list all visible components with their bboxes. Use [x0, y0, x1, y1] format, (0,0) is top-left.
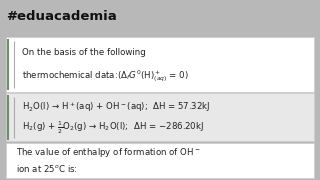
Text: #eduacademia: #eduacademia: [6, 10, 117, 23]
Text: H$_2$(g) + $\frac{1}{2}$O$_2$(g) → H$_2$O(l);  ΔH = −286.20kJ: H$_2$(g) + $\frac{1}{2}$O$_2$(g) → H$_2$…: [22, 120, 204, 136]
Bar: [6, 93, 314, 141]
Bar: [0, 0, 320, 34]
Text: On the basis of the following: On the basis of the following: [22, 48, 146, 57]
Bar: [6, 37, 314, 92]
Text: H$_2$O(l) → H$^+$(aq) + OH$^-$(aq);  ΔH = 57.32kJ: H$_2$O(l) → H$^+$(aq) + OH$^-$(aq); ΔH =…: [22, 100, 211, 114]
Bar: [6, 143, 314, 178]
Text: The value of enthalpy of formation of OH$^-$: The value of enthalpy of formation of OH…: [16, 146, 201, 159]
Text: thermochemical data:($\Delta_f G^0$(H)$^+_{(aq)}$ = 0): thermochemical data:($\Delta_f G^0$(H)$^…: [22, 69, 189, 84]
Text: ion at 25$^o$C is:: ion at 25$^o$C is:: [16, 163, 78, 174]
